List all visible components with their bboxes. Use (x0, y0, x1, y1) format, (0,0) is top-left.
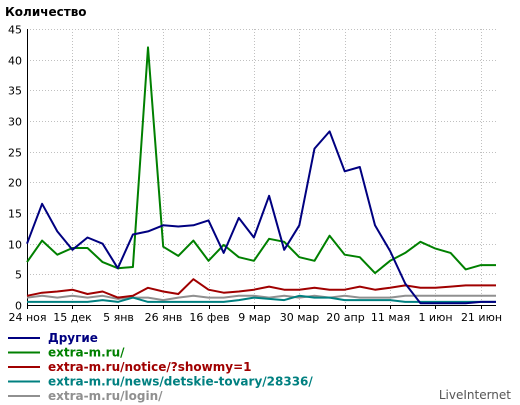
series-line (26, 46, 496, 275)
axes: 0 5 10 15 20 25 30 35 40 45 24 ноя 15 дек 5 янв 26 ян… (8, 24, 502, 325)
legend-label: extra-m.ru/notice/?showmy=1 (48, 360, 252, 374)
watermark-label: LiveInternet (439, 388, 511, 402)
y-tick-label: 10 (8, 239, 22, 252)
x-tick-label: 30 мар (280, 311, 320, 324)
series-lines (26, 46, 496, 305)
x-tick-label: 21 июн (461, 311, 502, 324)
y-tick-label: 40 (8, 55, 22, 68)
x-tick-label: 1 июн (418, 311, 452, 324)
legend-label: extra-m.ru/news/detskie-tovary/28336/ (48, 375, 313, 389)
y-tick-label: 5 (15, 269, 22, 282)
x-tick-label: 11 мая (371, 311, 410, 324)
y-tick-label: 45 (8, 24, 22, 37)
y-tick-label: 0 (15, 300, 22, 313)
y-tick-label: 20 (8, 177, 22, 190)
x-tick-label: 5 янв (103, 311, 134, 324)
x-tick-label: 16 фев (189, 311, 229, 324)
x-tick-label: 20 апр (326, 311, 364, 324)
legend-label: extra-m.ru/login/ (48, 389, 163, 403)
series-line (26, 130, 496, 305)
legend: Другиеextra-m.ru/extra-m.ru/notice/?show… (8, 331, 313, 403)
grid-lines (27, 29, 496, 305)
x-tick-label: 26 янв (145, 311, 183, 324)
x-tick-label: 24 ноя (8, 311, 46, 324)
series-line (26, 278, 496, 299)
y-tick-label: 15 (8, 208, 22, 221)
legend-label: extra-m.ru/ (48, 346, 125, 360)
legend-label: Другие (48, 331, 98, 345)
x-tick-label: 15 дек (53, 311, 92, 324)
chart-title: Количество (5, 5, 87, 19)
series-line (26, 294, 496, 302)
series-line (27, 294, 496, 303)
y-tick-label: 25 (8, 147, 22, 160)
y-tick-label: 30 (8, 116, 22, 129)
x-tick-label: 9 мар (238, 311, 271, 324)
y-tick-label: 35 (8, 85, 22, 98)
